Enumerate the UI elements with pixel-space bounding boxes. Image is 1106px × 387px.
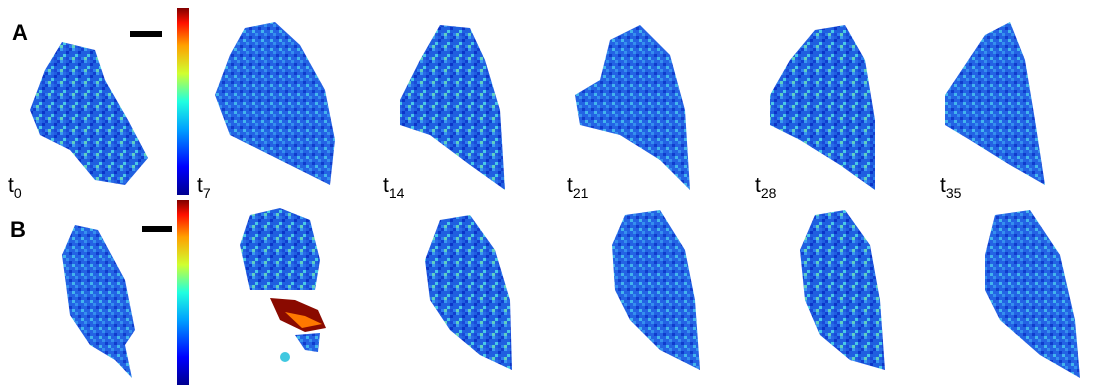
colorbar (177, 8, 189, 195)
time-label-base: t (567, 174, 573, 197)
colorbar (177, 200, 189, 385)
time-label-base: t (197, 174, 203, 197)
time-label: t0 (8, 174, 22, 201)
scale-bar (130, 31, 162, 37)
time-label: t14 (383, 174, 405, 201)
time-label-subscript: 21 (573, 185, 589, 201)
cell-images-row-a (30, 22, 1045, 190)
time-label-subscript: 7 (203, 185, 211, 201)
time-label-base: t (383, 174, 389, 197)
time-label-base: t (8, 174, 14, 197)
time-label-subscript: 0 (14, 185, 22, 201)
time-label: t35 (940, 174, 962, 201)
panel-label: B (10, 217, 26, 242)
time-label-subscript: 28 (761, 185, 777, 201)
time-label-subscript: 35 (946, 185, 962, 201)
time-label: t21 (567, 174, 589, 201)
time-label: t28 (755, 174, 777, 201)
scale-bar (142, 226, 172, 232)
time-label-subscript: 14 (389, 185, 405, 201)
time-label: t7 (197, 174, 211, 201)
cell-images-row-b (62, 208, 1080, 378)
time-label-base: t (940, 174, 946, 197)
panel-label: A (12, 20, 28, 45)
time-label-base: t (755, 174, 761, 197)
